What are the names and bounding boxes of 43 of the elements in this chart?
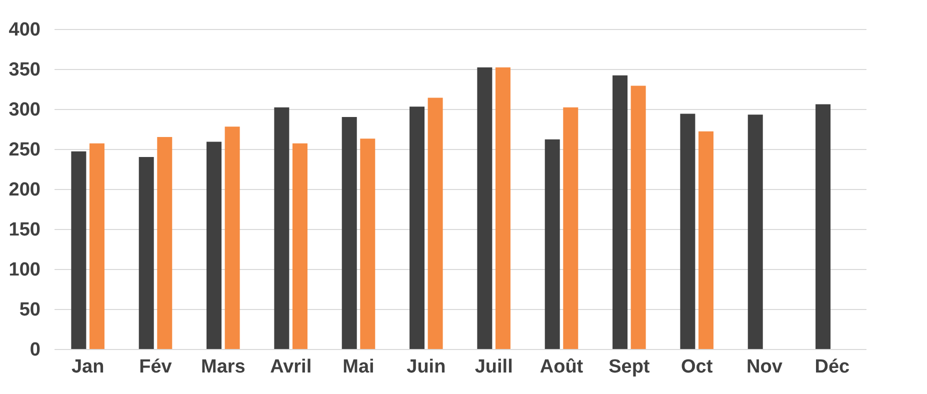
bar: [612, 75, 628, 349]
bar: [680, 114, 696, 349]
y-tick-label: 300: [8, 100, 40, 120]
bar: [428, 98, 443, 349]
bar: [342, 117, 357, 349]
bar: [410, 106, 425, 349]
bar: [292, 143, 308, 349]
x-tick-label: Jan: [71, 356, 104, 378]
bar: [206, 142, 222, 349]
x-tick-label: Août: [540, 356, 584, 378]
x-tick-label: Juin: [406, 356, 446, 378]
bar: [360, 138, 376, 349]
y-tick-label: 0: [30, 340, 40, 360]
x-tick-label: Sept: [608, 356, 650, 378]
x-tick-label: Avril: [270, 356, 312, 378]
x-tick-label: Juill: [474, 356, 513, 378]
x-tick-label: Mai: [342, 356, 374, 378]
bar: [816, 104, 831, 349]
bar: [89, 143, 104, 349]
y-tick-label: 50: [19, 300, 40, 320]
y-tick-label: 200: [8, 180, 40, 200]
x-tick-label: Déc: [814, 356, 850, 378]
bar: [274, 107, 290, 349]
y-tick-label: 100: [8, 260, 40, 280]
bar: [630, 86, 646, 349]
bar: [748, 114, 763, 349]
bar: [138, 157, 154, 349]
bar: [563, 107, 578, 349]
y-tick-label: 150: [8, 220, 40, 240]
x-tick-label: Oct: [680, 356, 714, 378]
y-tick-label: 400: [8, 20, 40, 40]
bar: [477, 67, 492, 349]
x-tick-label: Mars: [200, 356, 246, 378]
bar: [71, 151, 86, 349]
y-tick-label: 350: [8, 60, 40, 80]
bar: [698, 131, 714, 349]
bar: [224, 126, 240, 349]
bar: [495, 67, 510, 349]
bar: [544, 139, 560, 349]
x-tick-label: Fév: [139, 356, 172, 378]
y-tick-label: 250: [8, 140, 40, 160]
x-tick-label: Nov: [746, 356, 783, 378]
bar: [157, 137, 172, 349]
